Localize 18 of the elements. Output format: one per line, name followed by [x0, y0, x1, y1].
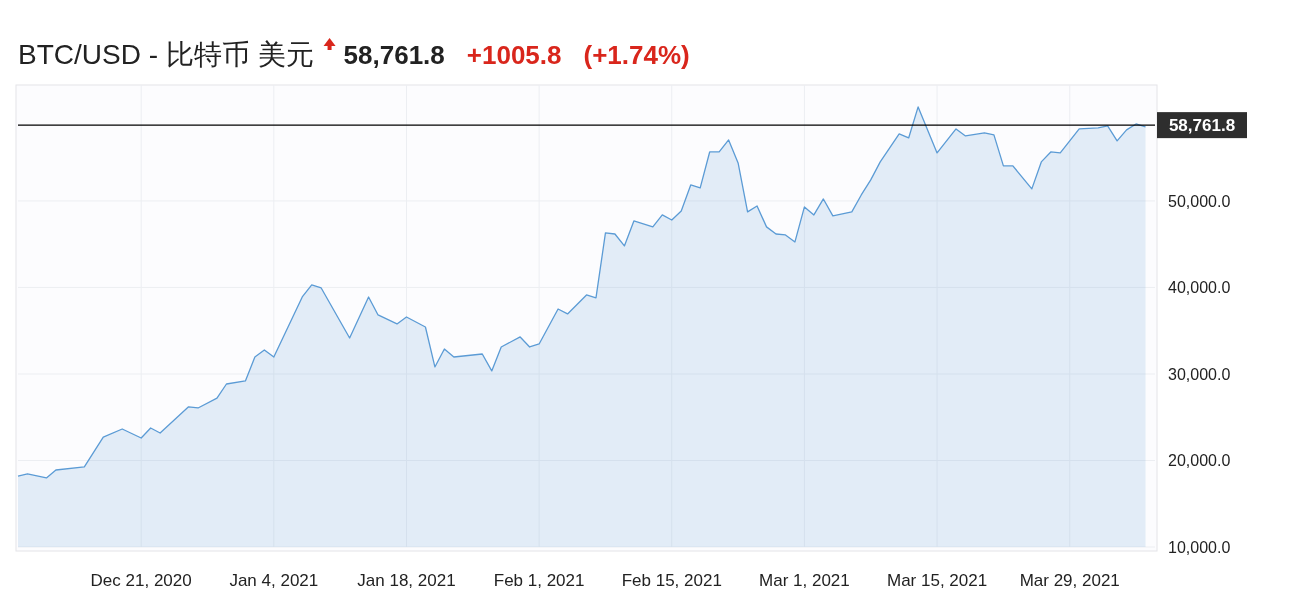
x-tick-label: Jan 4, 2021 — [229, 571, 319, 590]
y-tick-label: 10,000.0 — [1168, 539, 1231, 556]
chart-title: BTC/USD - 比特币 美元 — [18, 39, 314, 70]
x-tick-label: Feb 15, 2021 — [621, 571, 722, 590]
text: +1005.8 — [466, 40, 562, 70]
y-tick-label: 50,000.0 — [1168, 192, 1231, 210]
y-tick-label: 40,000.0 — [1168, 279, 1231, 297]
text: (+1.74%) — [583, 40, 690, 70]
x-tick-label: Mar 1, 2021 — [759, 571, 850, 590]
x-tick-label: Jan 18, 2021 — [357, 571, 456, 590]
x-tick-label: Dec 21, 2020 — [90, 571, 192, 590]
x-tick-label: Mar 15, 2021 — [886, 571, 988, 590]
y-tick-label: 20,000.0 — [1168, 452, 1231, 470]
y-tick-label: 30,000.0 — [1168, 365, 1231, 383]
ref-line-label: 58,761.8 — [1168, 116, 1236, 136]
x-tick-label: Mar 29, 2021 — [1019, 571, 1120, 590]
text: 58,761.8 — [343, 40, 445, 70]
x-tick-label: Feb 1, 2021 — [493, 571, 585, 590]
